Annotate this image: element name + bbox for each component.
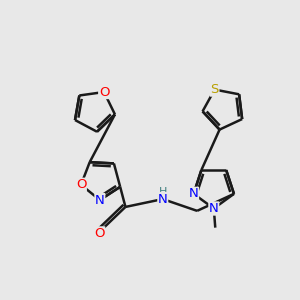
Text: N: N — [95, 194, 105, 206]
Text: S: S — [211, 83, 219, 96]
Text: N: N — [209, 202, 219, 215]
Text: O: O — [94, 227, 105, 240]
Text: O: O — [99, 85, 109, 98]
Text: N: N — [189, 187, 199, 200]
Text: N: N — [158, 193, 168, 206]
Text: O: O — [76, 178, 86, 191]
Text: H: H — [159, 187, 167, 197]
